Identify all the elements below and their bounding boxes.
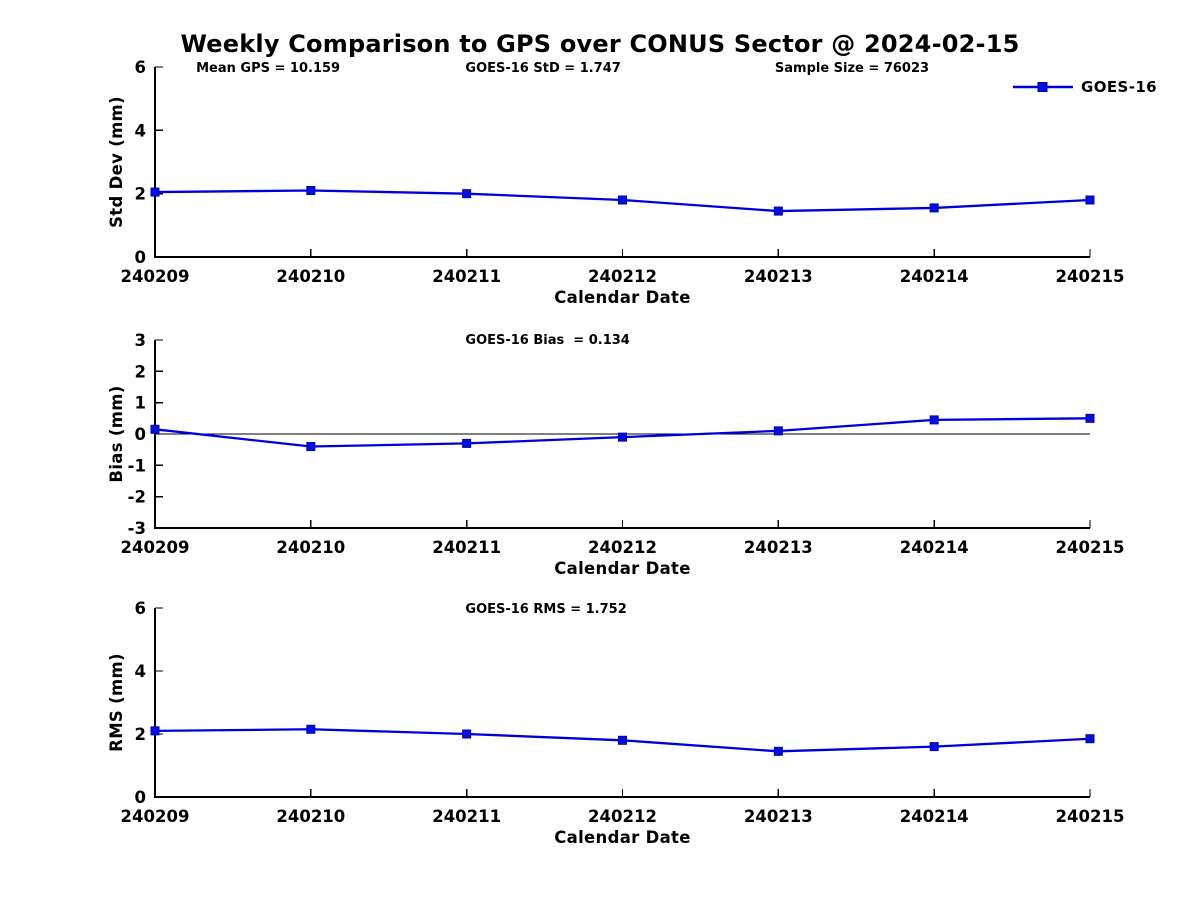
subplot-rms-data-marker xyxy=(1085,734,1095,744)
subplot-bias-y-tick-label: 0 xyxy=(135,425,146,444)
subplot-bias-data-marker xyxy=(929,415,939,425)
subplot-rms-axes xyxy=(154,608,1090,798)
subplot-bias-y-tick-label: 3 xyxy=(135,331,146,350)
subplot-bias-x-tick-label: 240214 xyxy=(900,538,969,557)
subplot-bias-x-tick-label: 240212 xyxy=(588,538,657,557)
subplot-std-dev-x-tick-label: 240214 xyxy=(900,267,969,286)
subplot-bias-data-line xyxy=(154,417,1091,448)
figure-title: Weekly Comparison to GPS over CONUS Sect… xyxy=(180,30,1020,58)
subplot-rms-y-tick-label: 0 xyxy=(135,788,146,807)
subplot-rms-data-marker xyxy=(929,742,939,752)
subplot-rms-y-tick-label: 6 xyxy=(135,599,146,618)
subplot-std-dev-data-marker xyxy=(929,203,939,213)
subplot-std-dev-x-tick-label: 240215 xyxy=(1056,267,1125,286)
subplot-bias-x-tick-label: 240210 xyxy=(276,538,345,557)
subplot-rms-x-tick-label: 240212 xyxy=(588,807,657,826)
subplot-std-dev-data-marker xyxy=(773,206,783,216)
subplot-bias-data-marker xyxy=(1085,413,1095,423)
subplot-rms-data-marker xyxy=(150,726,160,736)
subplot-bias-y-tick-label: 2 xyxy=(135,362,146,381)
subplot-bias-data-marker xyxy=(773,426,783,436)
subplot-bias-data-marker xyxy=(462,438,472,448)
legend-square-marker-icon xyxy=(1037,82,1048,92)
subplot-std-dev-x-axis-label: Calendar Date xyxy=(554,288,690,307)
subplot-std-dev-y-tick-label: 4 xyxy=(135,121,146,140)
subplot-bias-x-tick-label: 240211 xyxy=(432,538,501,557)
subplot-std-dev-x-tick-label: 240211 xyxy=(432,267,501,286)
subplot-bias-annotation: GOES-16 Bias = 0.134 xyxy=(465,333,629,348)
subplot-rms-data-marker xyxy=(773,746,783,756)
subplot-std-dev-data-marker xyxy=(1085,195,1095,205)
subplot-std-dev-x-tick-label: 240213 xyxy=(744,267,813,286)
subplot-std-dev-annotation: GOES-16 StD = 1.747 xyxy=(465,61,620,76)
subplot-std-dev-x-tick-label: 240209 xyxy=(121,267,190,286)
subplot-std-dev-data-marker xyxy=(462,189,472,199)
subplot-bias-y-tick-label: -2 xyxy=(128,488,146,507)
subplot-std-dev-annotation: Mean GPS = 10.159 xyxy=(196,61,340,76)
subplot-rms-x-axis-label: Calendar Date xyxy=(554,828,690,847)
subplot-rms-annotation: GOES-16 RMS = 1.752 xyxy=(465,602,626,617)
subplot-bias-data-marker xyxy=(150,424,160,434)
subplot-std-dev-data-marker xyxy=(618,195,627,205)
subplot-std-dev-x-tick-label: 240212 xyxy=(588,267,657,286)
subplot-rms-x-tick-label: 240210 xyxy=(276,807,345,826)
subplot-bias-y-tick-label: -1 xyxy=(128,456,146,475)
subplot-std-dev-annotation: Sample Size = 76023 xyxy=(775,61,929,76)
subplot-bias-y-tick-label: 1 xyxy=(135,394,146,413)
subplot-bias-x-axis-label: Calendar Date xyxy=(554,559,690,578)
subplot-std-dev-x-tick-label: 240210 xyxy=(276,267,345,286)
subplot-rms-data-marker xyxy=(306,724,316,734)
legend-label: GOES-16 xyxy=(1081,78,1158,96)
subplot-std-dev-axes xyxy=(154,67,1090,258)
subplot-rms-x-tick-label: 240209 xyxy=(121,807,190,826)
subplot-bias-x-tick-label: 240215 xyxy=(1056,538,1125,557)
subplot-rms-y-tick-label: 2 xyxy=(135,725,146,744)
subplot-std-dev-y-tick-label: 2 xyxy=(135,185,146,204)
subplot-std-dev-y-axis-label: Std Dev (mm) xyxy=(107,96,126,228)
subplot-rms-x-tick-label: 240214 xyxy=(900,807,969,826)
subplot-rms-data-marker xyxy=(618,735,627,745)
subplot-rms-x-tick-label: 240215 xyxy=(1056,807,1125,826)
subplot-std-dev-y-tick-label: 0 xyxy=(135,248,146,267)
subplot-std-dev-data-marker xyxy=(306,186,316,195)
subplot-std-dev-data-marker xyxy=(150,187,160,197)
subplot-bias-data-marker xyxy=(618,432,627,442)
subplot-bias-y-axis-label: Bias (mm) xyxy=(107,385,126,482)
legend-sample xyxy=(1013,82,1073,92)
subplot-std-dev-y-tick-label: 6 xyxy=(135,58,146,77)
subplot-rms-x-tick-label: 240211 xyxy=(432,807,501,826)
subplot-bias-x-tick-label: 240209 xyxy=(121,538,190,557)
subplot-rms-x-tick-label: 240213 xyxy=(744,807,813,826)
subplot-bias-data-marker xyxy=(306,442,316,452)
subplot-rms-data-marker xyxy=(462,729,472,739)
legend: GOES-16 xyxy=(1012,78,1157,96)
subplot-rms-y-tick-label: 4 xyxy=(135,662,146,681)
subplot-rms-y-axis-label: RMS (mm) xyxy=(107,653,126,752)
subplot-bias-y-tick-label: -3 xyxy=(128,519,146,538)
subplot-bias-x-tick-label: 240213 xyxy=(744,538,813,557)
